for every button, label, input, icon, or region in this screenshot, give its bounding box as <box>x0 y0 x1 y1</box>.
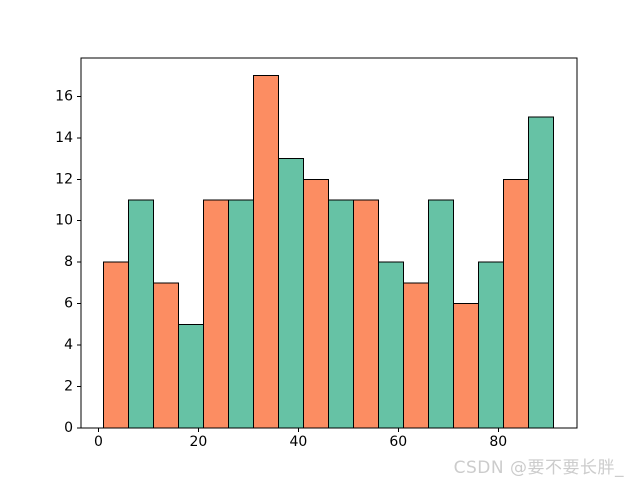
histogram-bar <box>103 261 129 429</box>
x-tick-label: 0 <box>94 434 103 450</box>
x-tick-label: 20 <box>189 434 207 450</box>
x-tick-label: 40 <box>289 434 307 450</box>
y-tick-label: 2 <box>64 379 73 395</box>
watermark: CSDN @要不要长胖_ <box>453 458 624 478</box>
histogram-bar <box>477 261 504 429</box>
histogram-bar <box>128 199 154 429</box>
y-tick-label: 6 <box>64 296 73 312</box>
histogram-bar <box>352 199 379 429</box>
histogram-bar <box>377 261 404 429</box>
histogram-bar <box>178 323 204 429</box>
y-tick-label: 16 <box>55 88 73 104</box>
x-tick-label: 60 <box>389 434 407 450</box>
histogram-bar <box>527 116 554 429</box>
histogram-bar <box>427 199 454 429</box>
plot-frame <box>80 57 578 429</box>
histogram-bar <box>452 303 479 429</box>
y-tick-label: 10 <box>55 213 73 229</box>
x-tick-label: 80 <box>489 434 507 450</box>
histogram-bar <box>153 282 179 429</box>
histogram-bar <box>502 178 529 429</box>
histogram-bar <box>277 158 304 429</box>
histogram-bar <box>402 282 429 429</box>
y-tick-label: 8 <box>64 254 73 270</box>
y-tick-label: 4 <box>64 337 73 353</box>
y-tick-label: 14 <box>55 130 73 146</box>
histogram-bar <box>327 199 354 429</box>
y-tick-label: 12 <box>55 171 73 187</box>
histogram-bar <box>202 199 229 429</box>
y-tick-label: 0 <box>64 420 73 436</box>
histogram-bar <box>252 75 279 429</box>
histogram-bar <box>227 199 254 429</box>
histogram-bar <box>302 178 329 429</box>
